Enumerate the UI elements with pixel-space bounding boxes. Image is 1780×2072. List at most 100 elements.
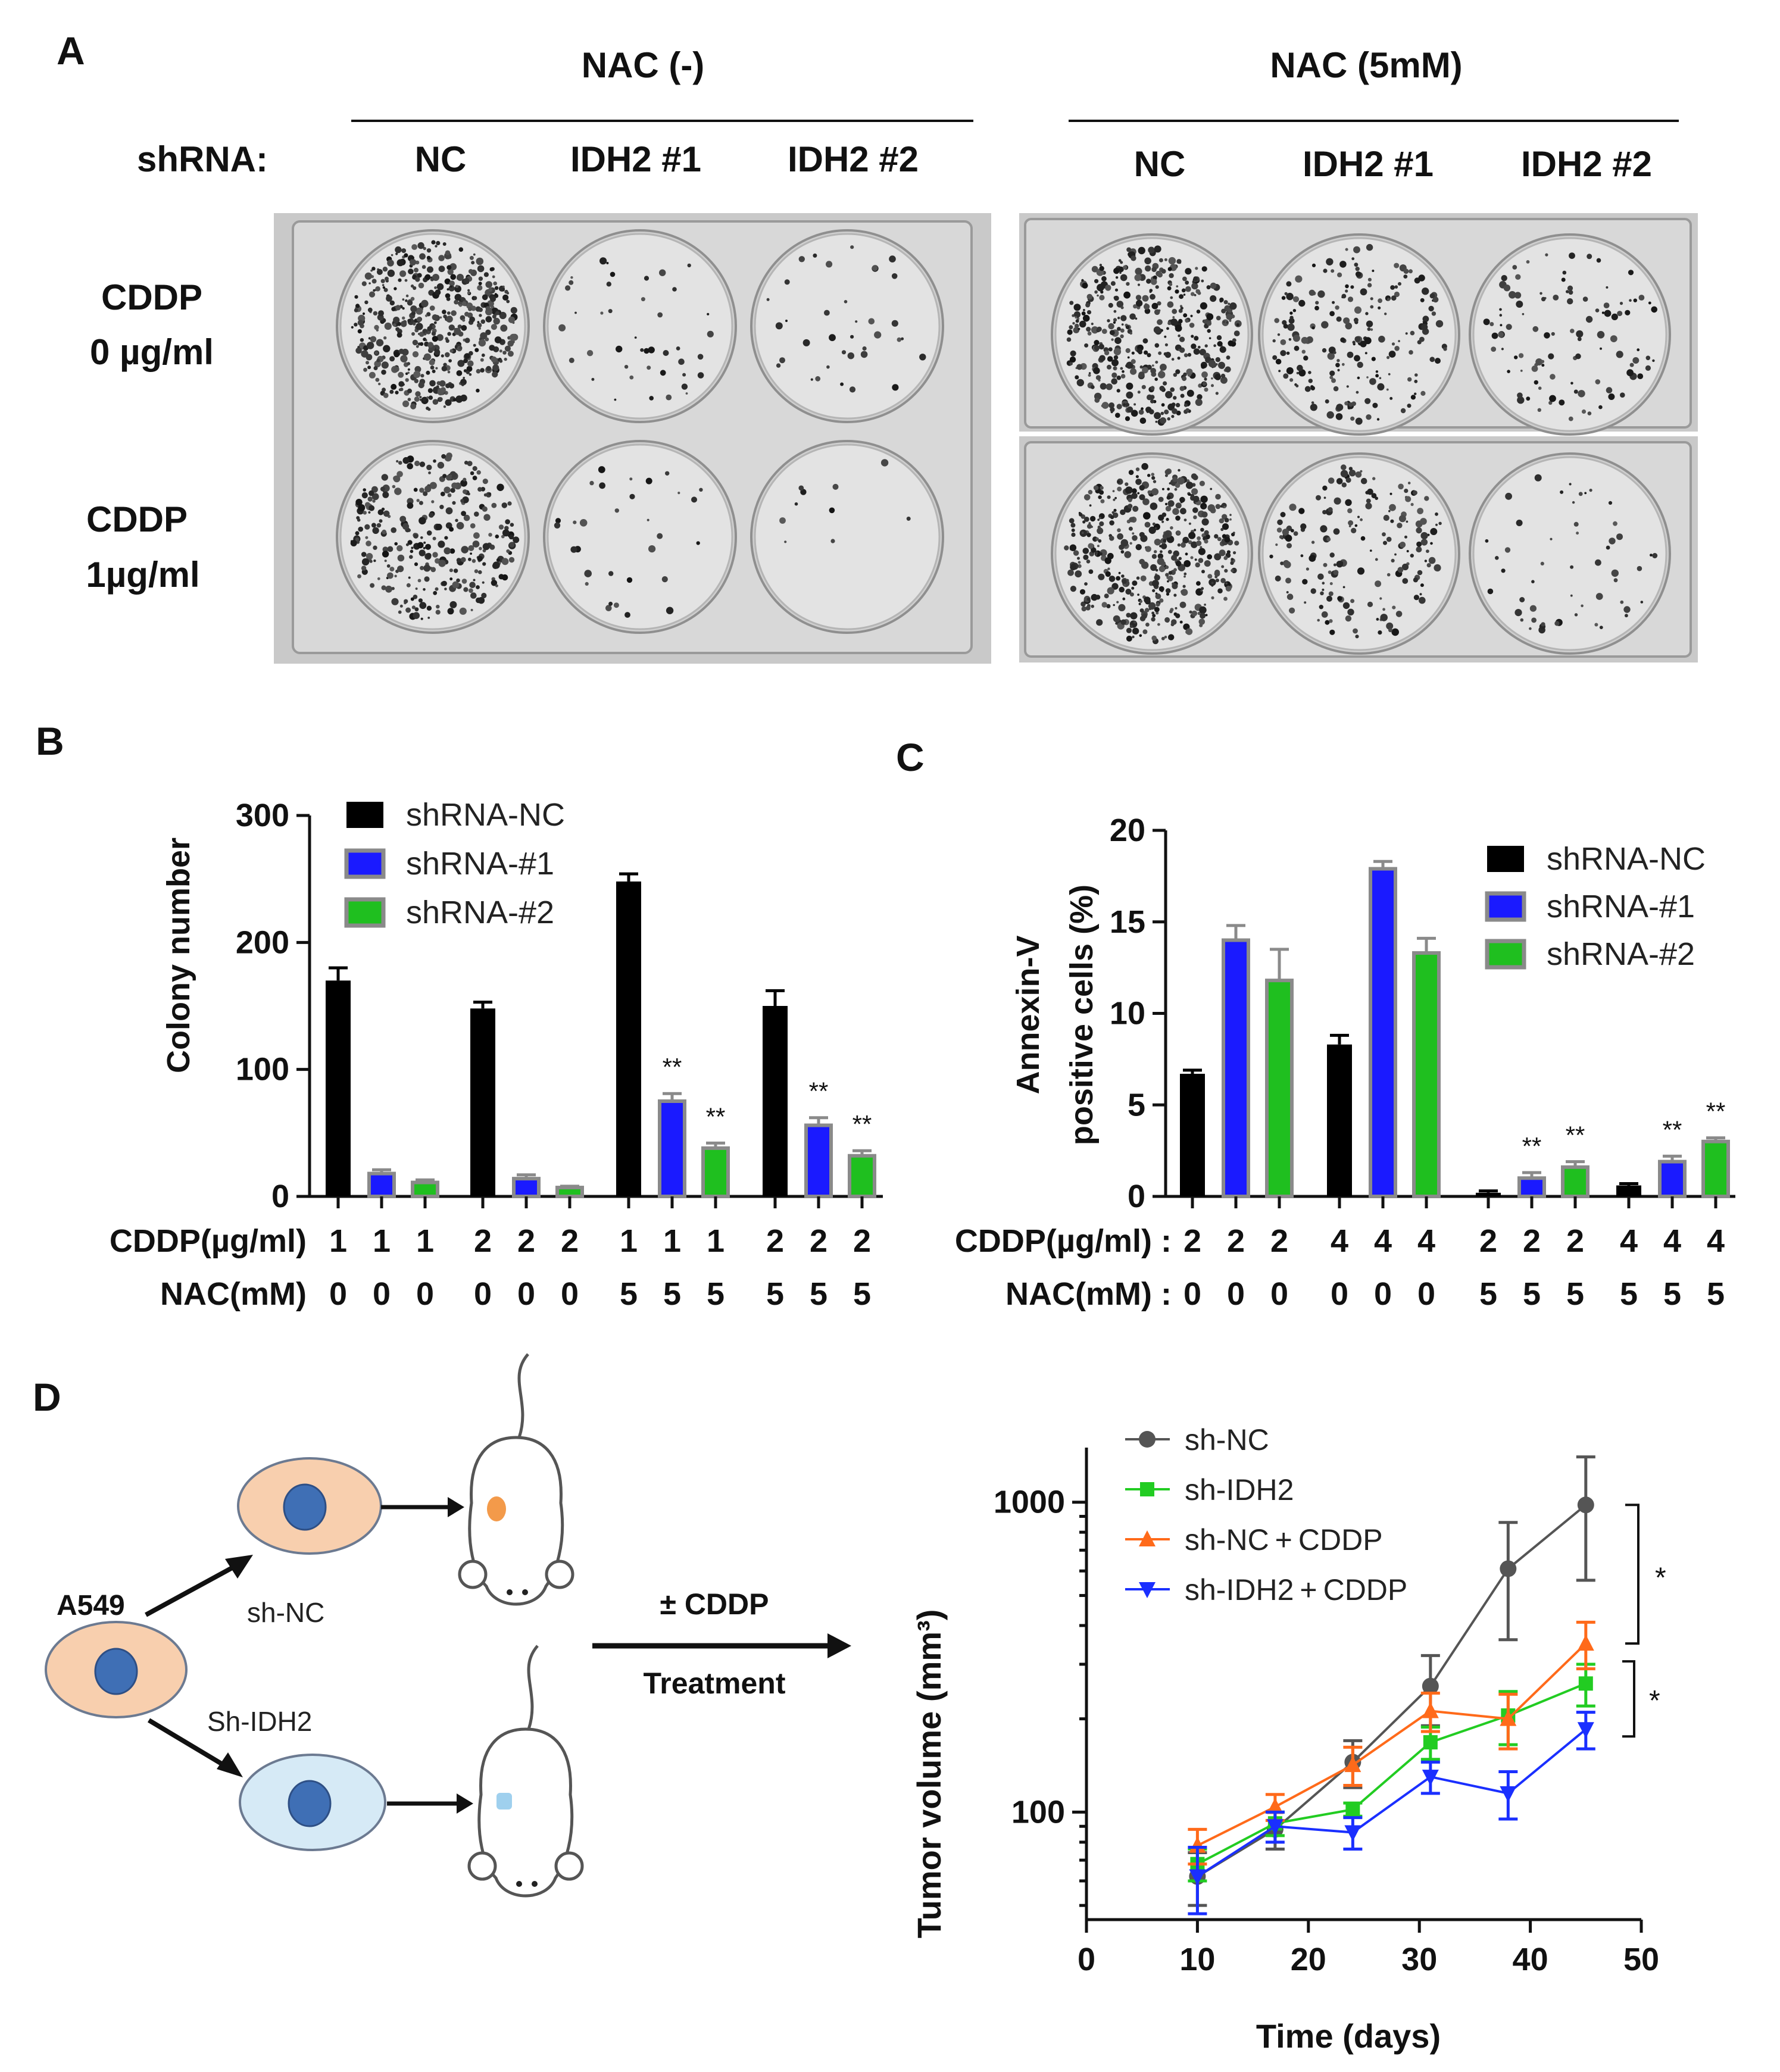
b-y-axis-title: Colony number (161, 837, 196, 1073)
y-tick-label: 300 (236, 798, 289, 833)
arrowhead-sh-nc (225, 1555, 253, 1579)
legend-label: sh-IDH2 + CDDP (1185, 1573, 1407, 1607)
panel-a: A NAC (-) NAC (5mM) shRNA: NC IDH2 #1 ID… (57, 29, 1698, 664)
bar-shRNA-#1 (512, 1177, 541, 1198)
nac-value: 0 (373, 1276, 391, 1312)
marker-triangle-up (1139, 1530, 1156, 1546)
legend-label: shRNA-#1 (406, 846, 554, 882)
cddp-value: 4 (1707, 1223, 1725, 1259)
marker-circle (1500, 1560, 1517, 1577)
col-idh2-1-left: IDH2 #1 (570, 139, 701, 179)
col-idh2-1-right: IDH2 #1 (1303, 144, 1434, 184)
c-y-axis-title-line2: positive cells (%) (1064, 885, 1100, 1145)
nac-value: 0 (416, 1276, 434, 1312)
panel-b-label: B (36, 719, 64, 763)
bar-shRNA-#2 (1561, 1165, 1589, 1199)
cddp-value: 1 (416, 1223, 434, 1259)
cddp-value: 2 (810, 1223, 827, 1259)
nac-value: 5 (1523, 1276, 1541, 1312)
col-nc-right: NC (1134, 144, 1186, 184)
panel-c: C Annexin-V positive cells (%) 05101520*… (896, 735, 1735, 1312)
arrow-to-sh-nc (145, 1559, 245, 1617)
cddp-value: 4 (1374, 1223, 1392, 1259)
nac-value: 0 (1183, 1276, 1201, 1312)
legend-swatch (346, 802, 383, 828)
panel-d: D A549 sh-NC Sh-IDH2 (33, 1353, 1666, 2055)
cddp-value: 2 (853, 1223, 871, 1259)
legend-swatch (344, 848, 386, 879)
row-cddp1-line2: 1µg/ml (86, 555, 199, 595)
marker-circle (1577, 1496, 1594, 1514)
cddp-value: 2 (1523, 1223, 1541, 1259)
y-tick-label: 0 (1128, 1179, 1145, 1214)
well-left-top-2 (543, 229, 737, 423)
d-x-axis-title: Time (days) (1256, 2017, 1441, 2055)
bar-shRNA-NC (1476, 1192, 1501, 1196)
significance-mark: ** (1663, 1115, 1682, 1143)
d-y-tick-label: 100 (1011, 1794, 1065, 1830)
marker-triangle-down (1422, 1770, 1439, 1786)
legend-label: shRNA-#1 (1547, 889, 1695, 924)
d-x-tick-label: 0 (1078, 1942, 1095, 1977)
nac-minus-header: NAC (-) (582, 45, 705, 85)
bar-shRNA-#2 (411, 1180, 439, 1198)
cddp-value: 1 (707, 1223, 725, 1259)
marker-triangle-up (1344, 1756, 1361, 1773)
series-sh-IDH2 + CDDP (1188, 1711, 1595, 1915)
nac-value: 5 (620, 1276, 638, 1312)
nac-5mm-header: NAC (5mM) (1270, 45, 1462, 85)
significance-mark: * (1655, 1562, 1666, 1594)
nac-value: 5 (1479, 1276, 1497, 1312)
tumor-sh-idh2 (496, 1793, 512, 1810)
cddp-value: 4 (1417, 1223, 1435, 1259)
nac-value: 5 (707, 1276, 725, 1312)
cddp-value: 1 (329, 1223, 347, 1259)
well-left-top-1 (336, 229, 530, 423)
legend-label: shRNA-#2 (1547, 936, 1695, 972)
marker-triangle-up (1500, 1710, 1517, 1726)
well-left-bottom-1 (336, 440, 530, 634)
well-right-bottom-2 (1258, 452, 1460, 655)
cddp-value: 1 (620, 1223, 638, 1259)
bar-shRNA-#1 (367, 1171, 396, 1198)
cddp-value: 2 (1227, 1223, 1245, 1259)
marker-square (1578, 1676, 1593, 1691)
sh-idh2-nucleus (288, 1780, 332, 1827)
cddp-value: 4 (1663, 1223, 1681, 1259)
marker-triangle-down (1139, 1582, 1156, 1598)
well-right-top-2 (1258, 233, 1460, 436)
bar-shRNA-#1 (658, 1099, 686, 1198)
legend-label: sh-IDH2 (1185, 1473, 1294, 1507)
cddp-value: 2 (1183, 1223, 1201, 1259)
branch-sh-nc-label: sh-NC (247, 1597, 324, 1628)
col-idh2-2-right: IDH2 #2 (1521, 144, 1652, 184)
legend-swatch (1485, 939, 1526, 970)
bar-shRNA-NC (1180, 1073, 1205, 1196)
mouse-sh-nc (458, 1353, 574, 1606)
marker-triangle-up (1577, 1635, 1594, 1651)
panel-d-label: D (33, 1375, 61, 1419)
nac-value: 0 (561, 1276, 579, 1312)
y-tick-label: 5 (1128, 1087, 1145, 1123)
series-line (1197, 1728, 1587, 1878)
d-x-tick-label: 50 (1623, 1942, 1659, 1977)
well-left-bottom-3 (750, 440, 944, 634)
c-y-axis-title-line1: Annexin-V (1010, 935, 1046, 1094)
marker-triangle-down (1344, 1825, 1361, 1842)
treatment-arrowhead (827, 1633, 851, 1658)
significance-mark: ** (706, 1102, 726, 1130)
y-tick-label: 200 (236, 924, 289, 960)
panel-c-label: C (896, 735, 925, 779)
legend-swatch (1487, 846, 1524, 872)
nac-value: 0 (1227, 1276, 1245, 1312)
nac-value: 5 (766, 1276, 784, 1312)
nac-value: 0 (1417, 1276, 1435, 1312)
sh-nc-nucleus (283, 1483, 327, 1531)
panel-a-label: A (57, 29, 85, 73)
shrna-label: shRNA: (137, 139, 268, 179)
schematic: A549 sh-NC Sh-IDH2 (45, 1353, 851, 1898)
d-x-tick-label: 10 (1179, 1942, 1215, 1977)
series-line (1197, 1642, 1587, 1847)
nac-value: 0 (1270, 1276, 1288, 1312)
